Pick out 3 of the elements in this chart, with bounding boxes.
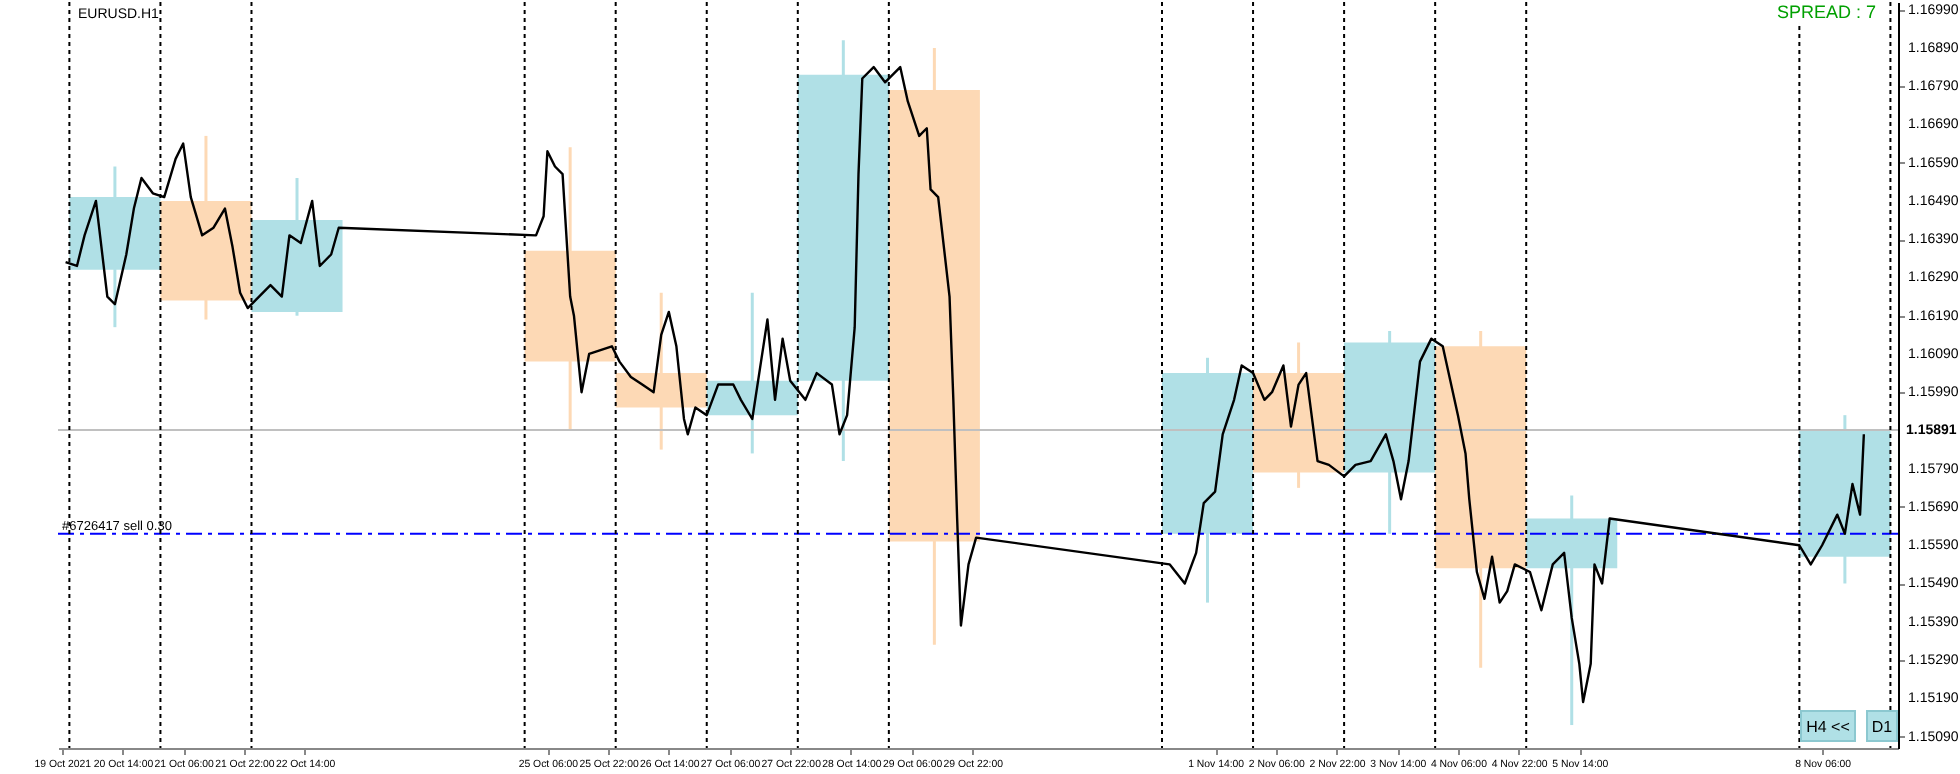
timeframe-button: D1 [1866, 710, 1898, 742]
annotation: SPREAD : 7 [1776, 2, 1876, 22]
timeframe-button: H4 << [1800, 710, 1856, 742]
